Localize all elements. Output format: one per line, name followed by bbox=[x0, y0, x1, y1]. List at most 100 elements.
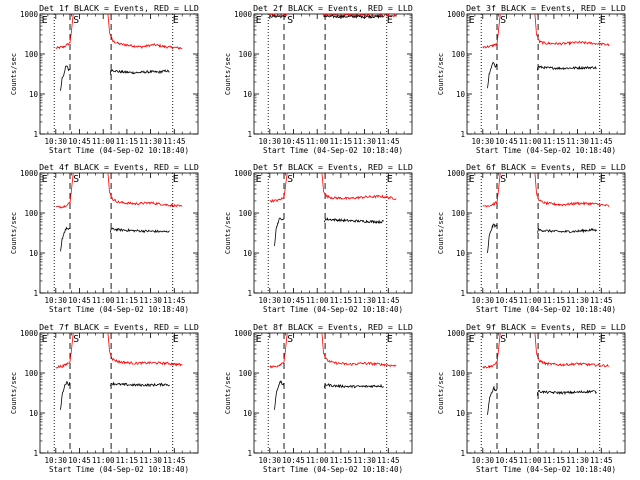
lld-series-line bbox=[107, 333, 183, 367]
event-marker-e: E bbox=[256, 174, 262, 185]
y-tick-label: 1000 bbox=[234, 169, 253, 178]
y-tick-label: 10 bbox=[456, 409, 466, 418]
x-axis-label: Start Time (04-Sep-02 10:18:40) bbox=[476, 146, 616, 155]
x-tick-label: 11:00 bbox=[519, 296, 542, 305]
x-tick-label: 11:15 bbox=[330, 456, 353, 465]
y-tick-label: 100 bbox=[24, 369, 38, 378]
events-series-line bbox=[536, 389, 597, 396]
event-marker-s: S bbox=[73, 15, 79, 26]
lld-series-line bbox=[321, 14, 397, 18]
y-tick-label: 1000 bbox=[234, 329, 253, 338]
x-axis-label: Start Time (04-Sep-02 10:18:40) bbox=[263, 305, 403, 314]
panel-title: Det 8f BLACK = Events, RED = LLD bbox=[253, 322, 413, 332]
events-series-line bbox=[487, 223, 498, 254]
y-tick-label: 100 bbox=[238, 369, 252, 378]
y-tick-label: 10 bbox=[29, 249, 39, 258]
panel-title: Det 5f BLACK = Events, RED = LLD bbox=[253, 162, 413, 172]
event-marker-e: E bbox=[469, 174, 475, 185]
x-axis-label: Start Time (04-Sep-02 10:18:40) bbox=[49, 465, 189, 474]
y-tick-label: 1000 bbox=[20, 329, 39, 338]
event-marker-e: E bbox=[42, 174, 48, 185]
plot-frame bbox=[466, 332, 626, 454]
panel-title: Det 2f BLACK = Events, RED = LLD bbox=[253, 3, 413, 13]
x-tick-label: 11:45 bbox=[377, 137, 400, 146]
event-marker-s: S bbox=[287, 334, 293, 345]
x-tick-label: 11:30 bbox=[139, 296, 162, 305]
x-tick-label: 11:30 bbox=[353, 296, 376, 305]
panel-title: Det 3f BLACK = Events, RED = LLD bbox=[466, 3, 626, 13]
y-tick-label: 1000 bbox=[447, 169, 466, 178]
x-tick-label: 10:30 bbox=[45, 296, 68, 305]
lld-series-line bbox=[55, 333, 74, 369]
x-tick-label: 10:30 bbox=[259, 296, 282, 305]
panel-title: Det 4f BLACK = Events, RED = LLD bbox=[39, 162, 199, 172]
x-tick-label: 10:30 bbox=[259, 456, 282, 465]
event-marker-e: E bbox=[387, 174, 393, 185]
lld-series-line bbox=[107, 173, 183, 208]
x-axis-label: Start Time (04-Sep-02 10:18:40) bbox=[49, 146, 189, 155]
lld-series-line bbox=[482, 14, 501, 49]
detector-panel-5: Det 5f BLACK = Events, RED = LLD 1 10 100 10… bbox=[224, 162, 413, 314]
y-axis-label: Counts/sec bbox=[10, 53, 18, 95]
x-tick-label: 11:45 bbox=[377, 296, 400, 305]
y-tick-label: 10 bbox=[29, 90, 39, 99]
x-tick-label: 11:15 bbox=[543, 137, 566, 146]
x-tick-label: 11:00 bbox=[92, 137, 115, 146]
detector-panel-7: Det 7f BLACK = Events, RED = LLD 1 10 100 10… bbox=[10, 322, 199, 474]
events-series-line bbox=[536, 65, 597, 71]
x-tick-label: 10:45 bbox=[282, 137, 305, 146]
y-tick-label: 10 bbox=[29, 409, 39, 418]
event-marker-e: E bbox=[600, 174, 606, 185]
x-tick-label: 11:15 bbox=[543, 296, 566, 305]
y-tick-label: 100 bbox=[451, 369, 465, 378]
x-tick-label: 11:00 bbox=[92, 456, 115, 465]
event-marker-e: E bbox=[173, 15, 179, 26]
events-series-line bbox=[487, 61, 498, 89]
event-marker-e: E bbox=[387, 15, 393, 26]
event-marker-e: E bbox=[256, 334, 262, 345]
detector-panel-2: Det 2f BLACK = Events, RED = LLD 1 10 100 10… bbox=[224, 3, 413, 155]
event-marker-e: E bbox=[387, 334, 393, 345]
event-marker-e: E bbox=[173, 174, 179, 185]
event-marker-e: E bbox=[600, 334, 606, 345]
x-tick-label: 10:45 bbox=[495, 137, 518, 146]
x-tick-label: 10:45 bbox=[495, 296, 518, 305]
y-axis-label: Counts/sec bbox=[224, 212, 232, 254]
events-series-line bbox=[487, 385, 498, 415]
detector-panel-1: Det 1f BLACK = Events, RED = LLD 1 10 100 10… bbox=[10, 3, 199, 155]
x-tick-label: 11:45 bbox=[590, 456, 613, 465]
plot-frame bbox=[253, 332, 413, 454]
event-marker-s: S bbox=[500, 334, 506, 345]
y-tick-label: 10 bbox=[243, 249, 253, 258]
x-tick-label: 10:30 bbox=[45, 137, 68, 146]
y-axis-label: Counts/sec bbox=[224, 372, 232, 414]
x-tick-label: 11:15 bbox=[116, 456, 139, 465]
event-marker-s: S bbox=[500, 15, 506, 26]
x-tick-label: 11:30 bbox=[566, 296, 589, 305]
x-tick-label: 11:00 bbox=[306, 296, 329, 305]
events-series-line bbox=[274, 380, 285, 410]
panel-title: Det 9f BLACK = Events, RED = LLD bbox=[466, 322, 626, 332]
y-tick-label: 10 bbox=[456, 90, 466, 99]
y-tick-label: 10 bbox=[456, 249, 466, 258]
event-marker-e: E bbox=[173, 334, 179, 345]
x-tick-label: 11:15 bbox=[330, 296, 353, 305]
y-tick-label: 100 bbox=[451, 209, 465, 218]
x-tick-label: 10:45 bbox=[282, 296, 305, 305]
y-tick-label: 1 bbox=[460, 449, 465, 458]
y-tick-label: 1000 bbox=[447, 329, 466, 338]
y-tick-label: 1 bbox=[247, 130, 252, 139]
detector-panel-9: Det 9f BLACK = Events, RED = LLD 1 10 100 10… bbox=[437, 322, 626, 474]
y-tick-label: 1 bbox=[460, 130, 465, 139]
y-tick-label: 100 bbox=[238, 209, 252, 218]
y-axis-label: Counts/sec bbox=[224, 53, 232, 95]
y-tick-label: 1 bbox=[247, 289, 252, 298]
x-axis-label: Start Time (04-Sep-02 10:18:40) bbox=[476, 305, 616, 314]
x-tick-label: 11:30 bbox=[353, 137, 376, 146]
lld-series-line bbox=[321, 173, 397, 201]
y-tick-label: 100 bbox=[451, 50, 465, 59]
x-tick-label: 11:15 bbox=[330, 137, 353, 146]
y-tick-label: 100 bbox=[24, 209, 38, 218]
x-tick-label: 11:45 bbox=[163, 137, 186, 146]
